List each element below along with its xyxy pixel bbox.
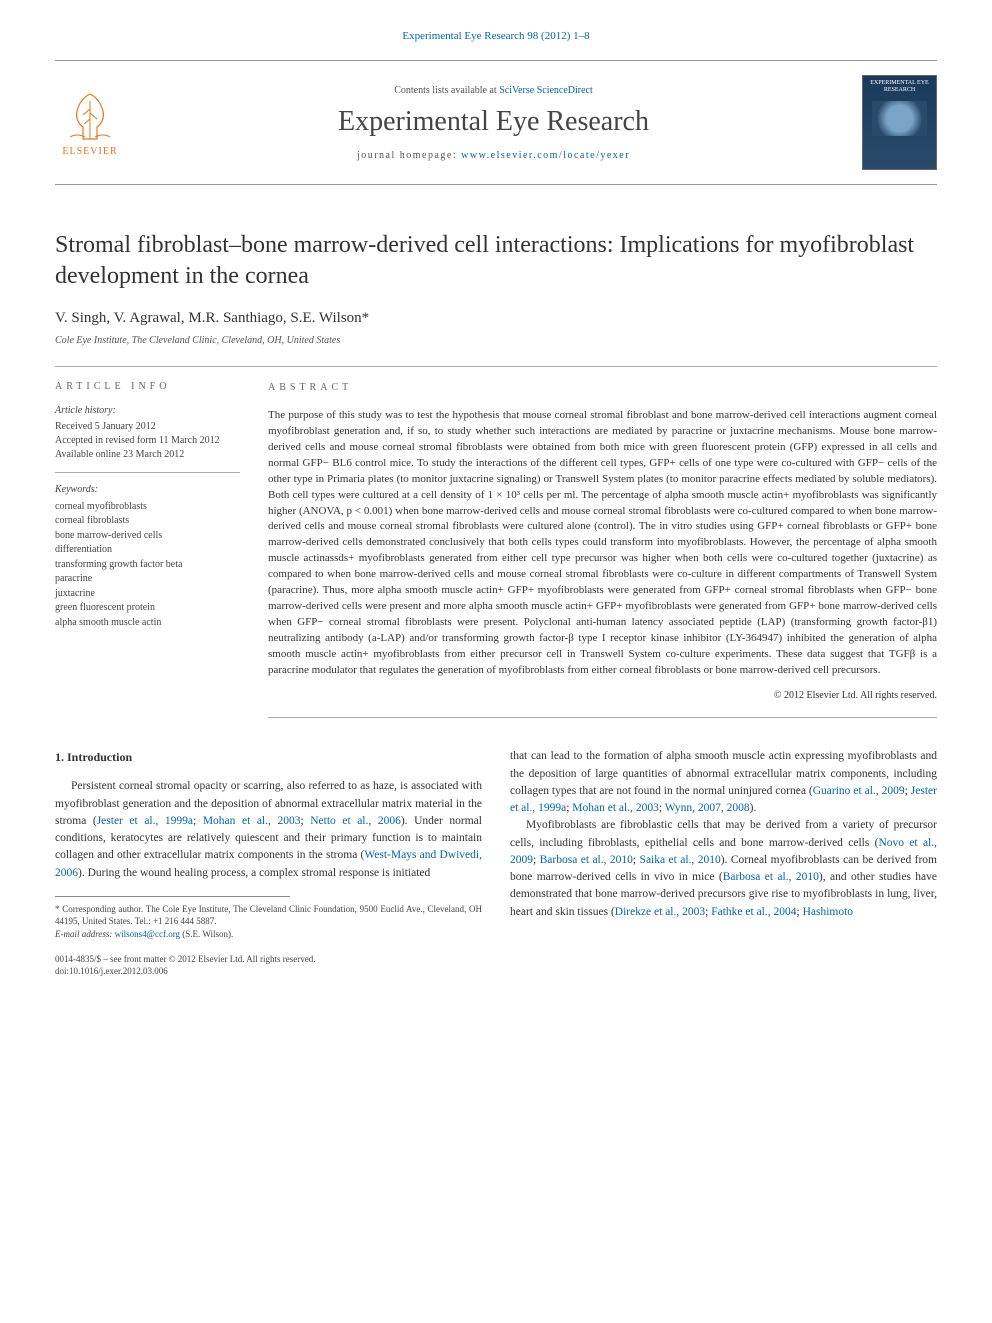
doi-block: 0014-4835/$ – see front matter © 2012 El… <box>55 953 482 978</box>
text-run: ; <box>300 815 310 827</box>
doi-line: doi:10.1016/j.exer.2012.03.006 <box>55 965 482 978</box>
citation-link[interactable]: Barbosa et al., 2010 <box>723 871 819 883</box>
article-title: Stromal fibroblast–bone marrow-derived c… <box>55 230 937 292</box>
header-center: Contents lists available at SciVerse Sci… <box>143 85 844 161</box>
text-run: ). <box>750 802 757 814</box>
info-abstract-container: article info Article history: Received 5… <box>55 366 937 718</box>
online-date: Available online 23 March 2012 <box>55 448 240 462</box>
keyword: alpha smooth muscle actin <box>55 616 240 631</box>
citation-link[interactable]: Wynn, 2007, 2008 <box>665 802 750 814</box>
email-line: E-mail address: wilsons4@ccf.org (S.E. W… <box>55 928 482 941</box>
accepted-date: Accepted in revised form 11 March 2012 <box>55 434 240 448</box>
journal-name: Experimental Eye Research <box>143 106 844 138</box>
citation-link[interactable]: Guarino et al., 2009 <box>813 785 905 797</box>
history-label: Article history: <box>55 404 240 418</box>
right-column: that can lead to the formation of alpha … <box>510 748 937 977</box>
corr-author-text: * Corresponding author. The Cole Eye Ins… <box>55 903 482 928</box>
keywords-label: Keywords: <box>55 483 240 498</box>
journal-homepage: journal homepage: www.elsevier.com/locat… <box>143 150 844 161</box>
keyword: corneal myofibroblasts <box>55 500 240 515</box>
publisher-name: ELSEVIER <box>62 146 117 157</box>
citation-link[interactable]: Hashimoto <box>803 906 853 918</box>
top-citation: Experimental Eye Research 98 (2012) 1–8 <box>55 30 937 42</box>
homepage-link[interactable]: www.elsevier.com/locate/yexer <box>461 150 630 161</box>
intro-para-2: Myofibroblasts are fibroblastic cells th… <box>510 817 937 921</box>
cover-label: EXPERIMENTAL EYE RESEARCH <box>867 80 932 93</box>
corresponding-author-footnote: * Corresponding author. The Cole Eye Ins… <box>55 903 482 941</box>
homepage-prefix: journal homepage: <box>357 150 461 161</box>
article-history: Article history: Received 5 January 2012… <box>55 404 240 473</box>
text-run: ; <box>633 854 640 866</box>
email-label: E-mail address: <box>55 929 115 939</box>
citation-link[interactable]: Netto et al., 2006 <box>310 815 401 827</box>
citation-link[interactable]: Jester et al., 1999a <box>97 815 193 827</box>
email-link[interactable]: wilsons4@ccf.org <box>115 929 180 939</box>
citation-link[interactable]: Fathke et al., 2004 <box>711 906 796 918</box>
keywords-block: Keywords: corneal myofibroblasts corneal… <box>55 483 240 630</box>
keyword: differentiation <box>55 543 240 558</box>
elsevier-tree-icon <box>65 89 115 144</box>
article-info: article info Article history: Received 5… <box>55 381 240 718</box>
text-run: Myofibroblasts are fibroblastic cells th… <box>510 819 937 848</box>
intro-para-1-cont: that can lead to the formation of alpha … <box>510 748 937 817</box>
keyword: paracrine <box>55 572 240 587</box>
sciencedirect-link[interactable]: SciVerse ScienceDirect <box>499 85 593 96</box>
citation-link[interactable]: Mohan et al., 2003 <box>572 802 659 814</box>
abstract-body: The purpose of this study was to test th… <box>268 408 937 679</box>
contents-available: Contents lists available at SciVerse Sci… <box>143 85 844 96</box>
intro-para-1: Persistent corneal stromal opacity or sc… <box>55 778 482 882</box>
affiliation: Cole Eye Institute, The Cleveland Clinic… <box>55 335 937 346</box>
keyword: corneal fibroblasts <box>55 514 240 529</box>
citation-link[interactable]: Mohan et al., 2003 <box>203 815 301 827</box>
received-date: Received 5 January 2012 <box>55 420 240 434</box>
journal-cover-thumbnail: EXPERIMENTAL EYE RESEARCH <box>862 75 937 170</box>
front-matter-line: 0014-4835/$ – see front matter © 2012 El… <box>55 953 482 966</box>
journal-header: ELSEVIER Contents lists available at Sci… <box>55 60 937 185</box>
citation-link[interactable]: Saika et al., 2010 <box>640 854 721 866</box>
text-run: ; <box>193 815 203 827</box>
keyword: bone marrow-derived cells <box>55 529 240 544</box>
elsevier-logo: ELSEVIER <box>55 83 125 163</box>
contents-prefix: Contents lists available at <box>394 85 499 96</box>
text-run: ). During the wound healing process, a c… <box>78 867 430 879</box>
intro-heading: 1. Introduction <box>55 748 482 766</box>
citation-link[interactable]: Direkze et al., 2003 <box>615 906 705 918</box>
abstract-copyright: © 2012 Elsevier Ltd. All rights reserved… <box>268 689 937 704</box>
citation-link[interactable]: Barbosa et al., 2010 <box>540 854 633 866</box>
text-run: ; <box>533 854 540 866</box>
email-suffix: (S.E. Wilson). <box>180 929 233 939</box>
body-columns: 1. Introduction Persistent corneal strom… <box>55 748 937 977</box>
abstract-heading: abstract <box>268 381 937 396</box>
left-column: 1. Introduction Persistent corneal strom… <box>55 748 482 977</box>
abstract: abstract The purpose of this study was t… <box>268 381 937 718</box>
keyword: juxtacrine <box>55 587 240 602</box>
keyword: green fluorescent protein <box>55 601 240 616</box>
keyword: transforming growth factor beta <box>55 558 240 573</box>
authors-list: V. Singh, V. Agrawal, M.R. Santhiago, S.… <box>55 310 937 327</box>
footnote-separator <box>55 896 290 897</box>
cover-image <box>872 101 927 136</box>
article-info-heading: article info <box>55 381 240 392</box>
